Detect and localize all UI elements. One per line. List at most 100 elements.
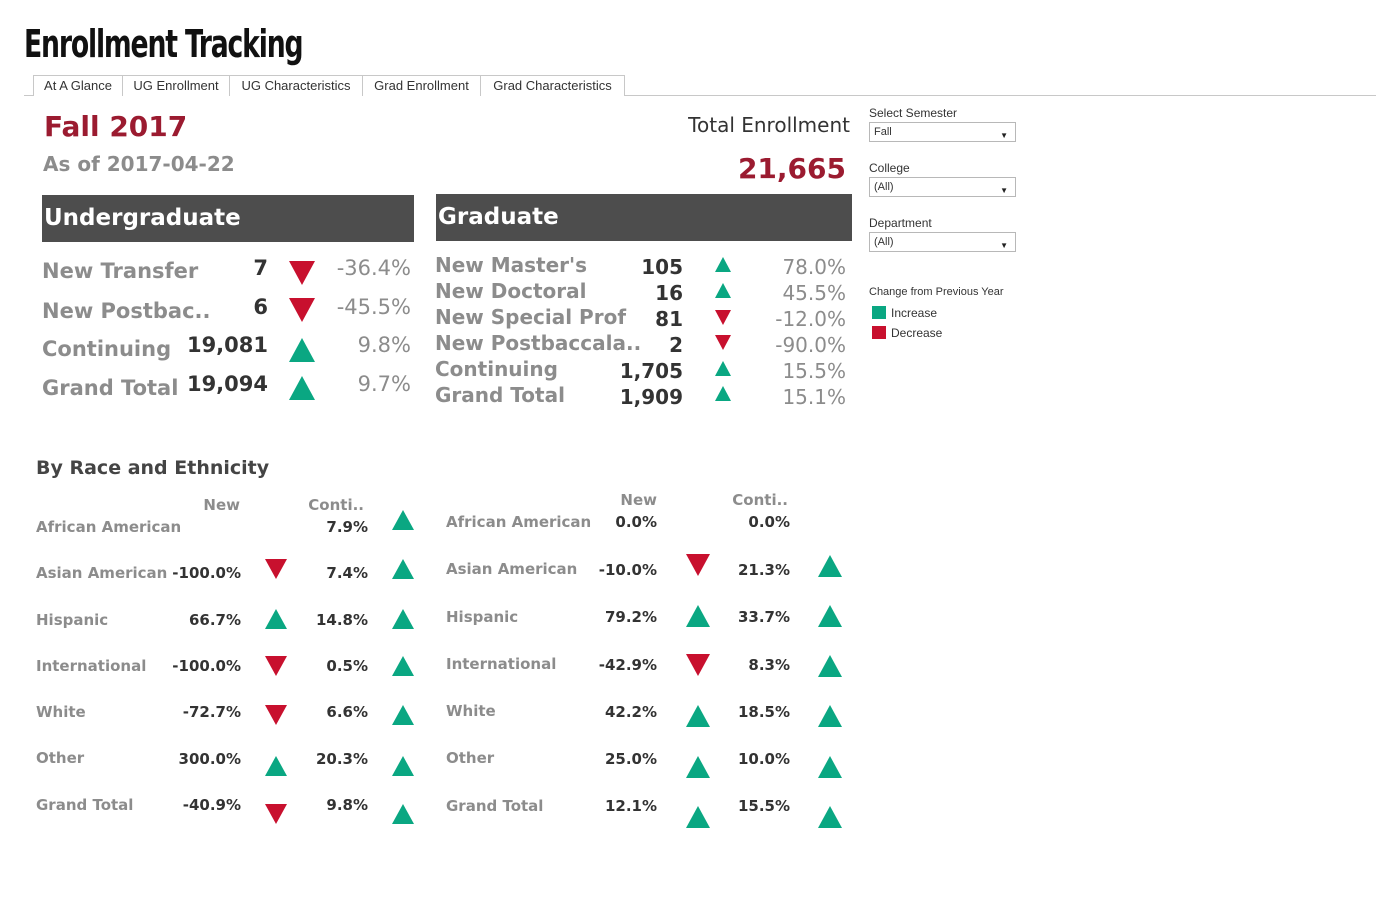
ug-race-new: -72.7% [182, 703, 241, 721]
increase-triangle-icon [686, 806, 710, 828]
increase-triangle-icon [686, 705, 710, 727]
ug-race-label: Other [36, 749, 85, 767]
grad-race-label: International [446, 655, 557, 673]
increase-triangle-icon [818, 806, 842, 828]
grad-race-new: 25.0% [604, 750, 657, 768]
increase-triangle-icon [818, 705, 842, 727]
ug-race-new: -100.0% [172, 564, 241, 582]
chevron-down-icon: ▼ [1000, 186, 1008, 195]
college-filter-label: College [869, 161, 910, 175]
grad-race-new: -10.0% [598, 561, 657, 579]
grad-race-label: Other [446, 749, 495, 767]
grad-race-cont: 10.0% [737, 750, 790, 768]
grad-race-col-continuing: Conti.. [732, 491, 788, 509]
increase-triangle-icon [265, 756, 287, 776]
grad-race-cont: 33.7% [737, 608, 790, 626]
grad-race-cont: 15.5% [737, 797, 790, 815]
semester-select-value: Fall [874, 126, 892, 138]
grad-race-label: African American [446, 513, 592, 531]
grad-row-change: 45.5% [782, 281, 846, 305]
grad-row-count: 1,705 [619, 359, 683, 383]
legend-increase-label: Increase [891, 306, 938, 320]
ug-race-new: 66.7% [188, 611, 241, 629]
tab-grad-enrollment[interactable]: Grad Enrollment [362, 75, 481, 96]
total-enrollment-label: Total Enrollment [688, 113, 850, 137]
grad-row-change: 15.1% [782, 385, 846, 409]
college-select[interactable]: (All) ▼ [869, 177, 1016, 197]
semester-select[interactable]: Fall ▼ [869, 122, 1016, 142]
ug-race-label: Grand Total [36, 796, 134, 814]
grad-row-label: New Special Prof [435, 305, 627, 329]
ug-race-label: White [36, 703, 86, 721]
increase-triangle-icon [392, 804, 414, 824]
tab-ug-enrollment[interactable]: UG Enrollment [122, 75, 230, 96]
grad-race-new: 79.2% [604, 608, 657, 626]
chevron-down-icon: ▼ [1000, 241, 1008, 250]
grad-row-count: 81 [655, 307, 683, 331]
ug-race-new: -100.0% [172, 657, 241, 675]
graduate-header: Graduate [436, 194, 852, 241]
decrease-triangle-icon [265, 705, 287, 725]
ug-race-cont: 7.4% [326, 564, 368, 582]
grad-row-label: Grand Total [435, 383, 565, 407]
increase-triangle-icon [715, 283, 731, 298]
grad-race-label: White [446, 702, 496, 720]
ug-race-new: -40.9% [182, 796, 241, 814]
increase-triangle-icon [715, 361, 731, 376]
grad-row-change: -90.0% [775, 333, 846, 357]
race-ethnicity-title: By Race and Ethnicity [36, 457, 270, 479]
as-of-date: As of 2017-04-22 [43, 152, 235, 176]
grad-row-change: -12.0% [775, 307, 846, 331]
ug-race-col-new: New [203, 496, 240, 514]
ug-row-count: 19,094 [186, 372, 268, 396]
grad-race-new: 0.0% [615, 513, 657, 531]
grad-race-col-new: New [620, 491, 657, 509]
app-title: Enrollment Tracking [24, 22, 304, 66]
increase-triangle-icon [392, 559, 414, 579]
grad-race-cont: 18.5% [737, 703, 790, 721]
legend-title: Change from Previous Year [869, 286, 1004, 298]
increase-swatch [872, 306, 886, 319]
grad-row-label: New Master's [435, 253, 588, 277]
ug-race-cont: 6.6% [326, 703, 368, 721]
ug-race-cont: 20.3% [315, 750, 368, 768]
increase-triangle-icon [392, 756, 414, 776]
ug-row-count: 7 [253, 256, 268, 280]
grad-race-cont: 0.0% [748, 513, 790, 531]
tab-ug-characteristics[interactable]: UG Characteristics [229, 75, 363, 96]
grad-race-new: -42.9% [598, 656, 657, 674]
increase-triangle-icon [715, 386, 731, 401]
grad-row-label: Continuing [435, 357, 558, 381]
ug-row-change: -45.5% [336, 295, 411, 319]
increase-triangle-icon [818, 555, 842, 577]
grad-row-count: 16 [655, 281, 683, 305]
grad-row-count: 105 [641, 255, 683, 279]
increase-triangle-icon [818, 605, 842, 627]
tab-at-a-glance[interactable]: At A Glance [33, 75, 123, 96]
tab-bar: At A Glance UG Enrollment UG Characteris… [24, 75, 1376, 96]
department-select[interactable]: (All) ▼ [869, 232, 1016, 252]
department-filter-label: Department [869, 216, 932, 230]
decrease-swatch [872, 326, 886, 339]
decrease-triangle-icon [265, 559, 287, 579]
ug-row-count: 6 [253, 295, 268, 319]
ug-race-cont: 14.8% [315, 611, 368, 629]
grad-race-label: Asian American [446, 560, 578, 578]
decrease-triangle-icon [715, 310, 731, 325]
ug-race-label: African American [36, 518, 182, 536]
increase-triangle-icon [818, 756, 842, 778]
decrease-triangle-icon [265, 656, 287, 676]
total-enrollment-value: 21,665 [737, 152, 846, 185]
ug-row-change: 9.7% [357, 372, 411, 396]
grad-row-change: 78.0% [782, 255, 846, 279]
department-select-value: (All) [874, 236, 894, 248]
ug-race-col-continuing: Conti.. [308, 496, 364, 514]
increase-triangle-icon [392, 705, 414, 725]
increase-triangle-icon [289, 376, 315, 400]
increase-triangle-icon [715, 257, 731, 272]
decrease-triangle-icon [289, 261, 315, 285]
tab-grad-characteristics[interactable]: Grad Characteristics [480, 75, 625, 96]
grad-row-change: 15.5% [782, 359, 846, 383]
ug-race-cont: 0.5% [326, 657, 368, 675]
grad-race-label: Hispanic [446, 608, 519, 626]
